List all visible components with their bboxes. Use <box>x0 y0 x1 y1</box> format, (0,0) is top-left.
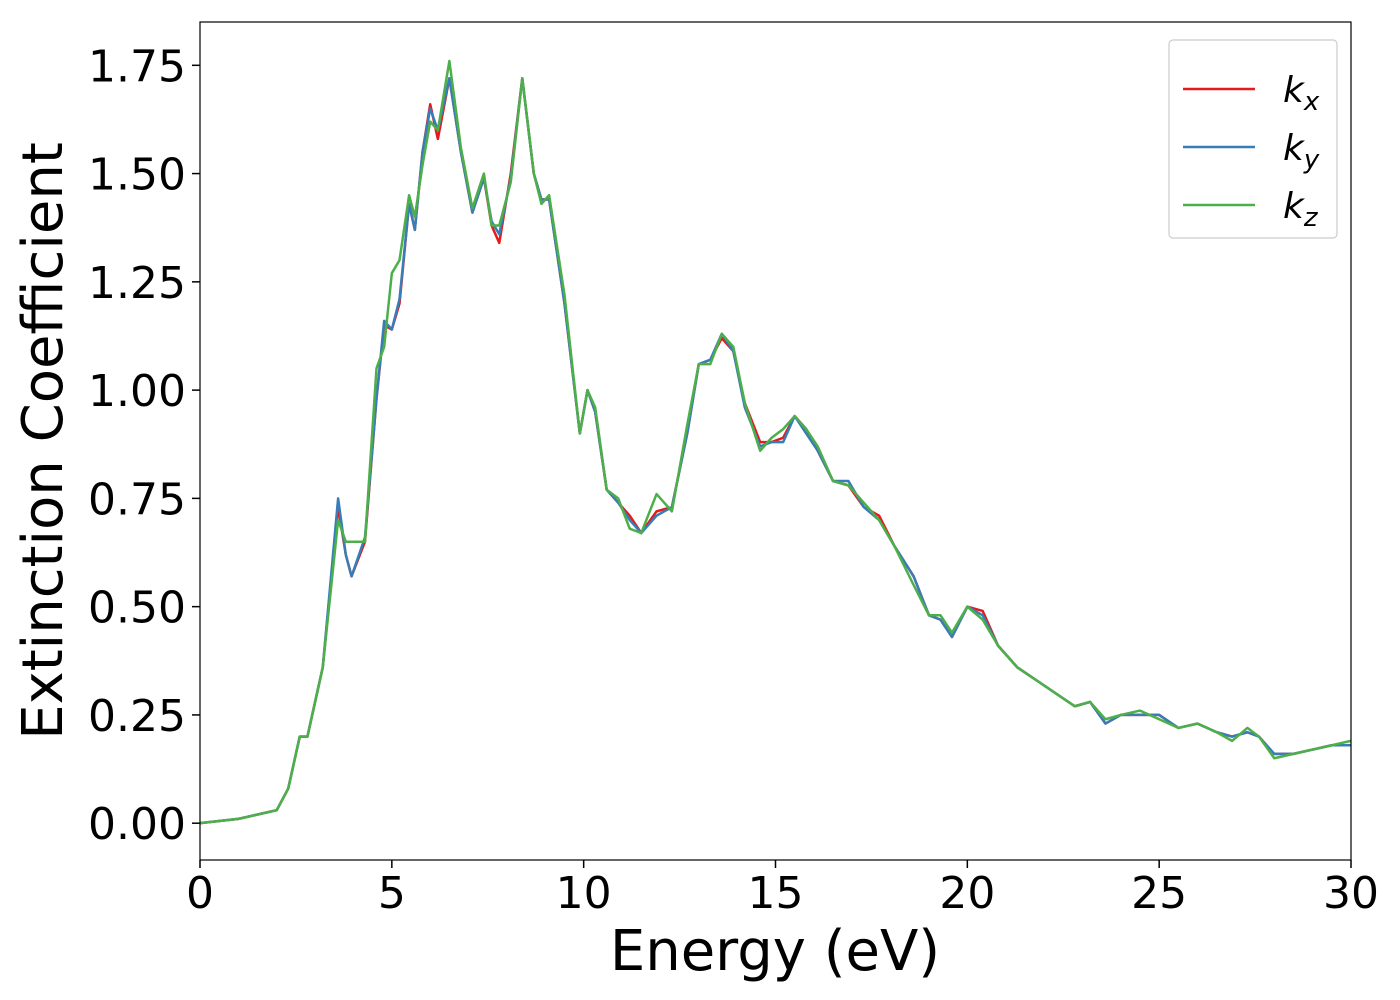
y-tick-label: 1.75 <box>88 41 186 92</box>
x-tick-label: 30 <box>1323 868 1379 919</box>
y-tick-label: 0.75 <box>88 474 186 525</box>
y-tick-label: 1.25 <box>88 258 186 309</box>
legend-label: kx <box>1283 70 1320 117</box>
x-tick-label: 20 <box>939 868 995 919</box>
legend-label: kz <box>1283 186 1319 233</box>
y-tick-label: 0.25 <box>88 691 186 742</box>
y-axis-label: Extinction Coefficient <box>11 142 76 740</box>
legend-label: ky <box>1283 128 1320 175</box>
x-tick-label: 0 <box>186 868 214 919</box>
y-tick-label: 0.00 <box>88 799 186 850</box>
y-tick-label: 0.50 <box>88 583 186 634</box>
y-tick-label: 1.00 <box>88 366 186 417</box>
x-tick-label: 10 <box>556 868 612 919</box>
x-tick-label: 5 <box>378 868 406 919</box>
series-line <box>200 59 1351 825</box>
y-tick-label: 1.50 <box>88 150 186 201</box>
plot-frame <box>199 21 1352 861</box>
x-tick-label: 15 <box>748 868 804 919</box>
x-axis-label: Energy (eV) <box>610 919 940 984</box>
x-tick-label: 25 <box>1131 868 1187 919</box>
